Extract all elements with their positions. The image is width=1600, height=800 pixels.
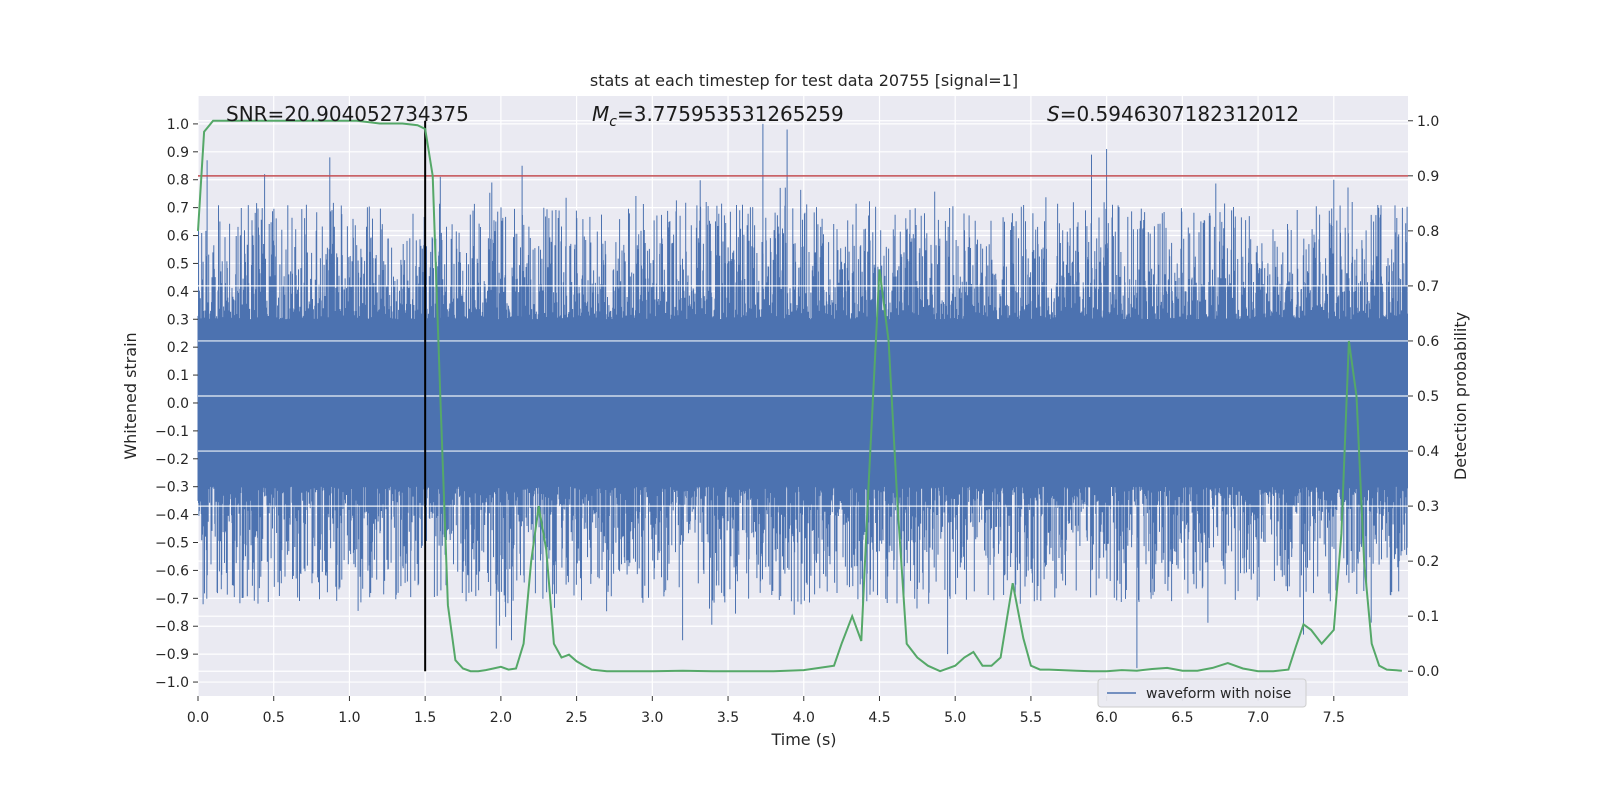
x-tick-label: 4.0	[793, 710, 815, 726]
y-axis-label: Whitened strain	[121, 332, 140, 459]
x-tick-label: 6.0	[1096, 710, 1118, 726]
snr-annotation: SNR=20.904052734375	[226, 102, 469, 126]
x-tick-label: 4.5	[868, 710, 890, 726]
x-tick-label: 7.5	[1323, 710, 1345, 726]
y-tick-label: 0.7	[167, 201, 189, 217]
y2-tick-label: 0.1	[1417, 609, 1439, 625]
y2-tick-label: 0.0	[1417, 664, 1439, 680]
y-tick-label: 0.2	[167, 340, 189, 356]
x-tick-label: 7.0	[1247, 710, 1269, 726]
x-tick-label: 0.0	[187, 710, 209, 726]
y-tick-label: −0.9	[155, 647, 189, 663]
y2-tick-label: 0.5	[1417, 389, 1439, 405]
x-tick-label: 2.0	[490, 710, 512, 726]
y-tick-label: −0.2	[155, 452, 189, 468]
x-axis-ticks: 0.0 0.5 1.0 1.5 2.0 2.5 3.0 3.5 4.0 4.5 5.0 5.5 6.0 6…	[187, 696, 1345, 726]
y-axis-ticks: −1.0 −0.9 −0.8 −0.7 −0.6 −0.5 −0.4 −0.3 −0.2 −0.1…	[155, 117, 198, 691]
y2-axis-label: Detection probability	[1451, 312, 1470, 480]
y-tick-label: 0.0	[167, 396, 189, 412]
y-tick-label: −0.3	[155, 480, 189, 496]
x-tick-label: 3.5	[717, 710, 739, 726]
x-tick-label: 1.5	[414, 710, 436, 726]
x-axis-label: Time (s)	[770, 730, 836, 749]
y-tick-label: −0.5	[155, 536, 189, 552]
mc-value: =3.775953531265259	[617, 102, 844, 126]
y-tick-label: −1.0	[155, 675, 189, 691]
x-tick-label: 2.5	[565, 710, 587, 726]
x-tick-label: 5.5	[1020, 710, 1042, 726]
s-symbol: S	[1047, 102, 1060, 126]
s-value: =0.5946307182312012	[1060, 102, 1299, 126]
x-tick-label: 5.0	[944, 710, 966, 726]
x-tick-label: 1.0	[338, 710, 360, 726]
legend: waveform with noise	[1097, 678, 1307, 708]
x-tick-label: 6.5	[1171, 710, 1193, 726]
overlay-lines	[197, 119, 1408, 673]
legend-label: waveform with noise	[1146, 686, 1291, 702]
y-tick-label: −0.8	[155, 619, 189, 635]
y-tick-label: 1.0	[167, 117, 189, 133]
detection-probability-line	[197, 119, 1402, 673]
y-tick-label: −0.4	[155, 508, 189, 524]
y-tick-label: 0.4	[167, 284, 189, 300]
y2-tick-label: 0.2	[1417, 554, 1439, 570]
y2-tick-label: 0.7	[1417, 279, 1439, 295]
y2-tick-label: 1.0	[1417, 114, 1439, 130]
y-tick-label: 0.8	[167, 173, 189, 189]
y2-tick-label: 0.6	[1417, 334, 1439, 350]
y-tick-label: 0.3	[167, 312, 189, 328]
waveform-series	[197, 123, 1408, 669]
mc-symbol: M	[592, 102, 609, 126]
y-tick-label: 0.9	[167, 145, 189, 161]
y2-tick-label: 0.9	[1417, 169, 1439, 185]
y-tick-label: −0.1	[155, 424, 189, 440]
y-tick-label: −0.6	[155, 563, 189, 579]
y-tick-label: −0.7	[155, 591, 189, 607]
s-annotation: S=0.5946307182312012	[1047, 102, 1299, 126]
x-tick-label: 0.5	[263, 710, 285, 726]
legend-box	[1097, 678, 1307, 708]
y2-axis-ticks: 0.0 0.1 0.2 0.3 0.4 0.5 0.6 0.7 0.8 0.9 1.0	[1408, 114, 1439, 680]
y-tick-label: 0.1	[167, 368, 189, 384]
y-tick-label: 0.5	[167, 256, 189, 272]
y2-tick-label: 0.4	[1417, 444, 1439, 460]
y-tick-label: 0.6	[167, 229, 189, 245]
chart-title: stats at each timestep for test data 207…	[590, 71, 1018, 90]
y2-tick-label: 0.8	[1417, 224, 1439, 240]
chirp-mass-annotation: Mc=3.775953531265259	[592, 102, 844, 130]
mc-subscript: c	[609, 114, 617, 130]
y2-tick-label: 0.3	[1417, 499, 1439, 515]
x-tick-label: 3.0	[641, 710, 663, 726]
